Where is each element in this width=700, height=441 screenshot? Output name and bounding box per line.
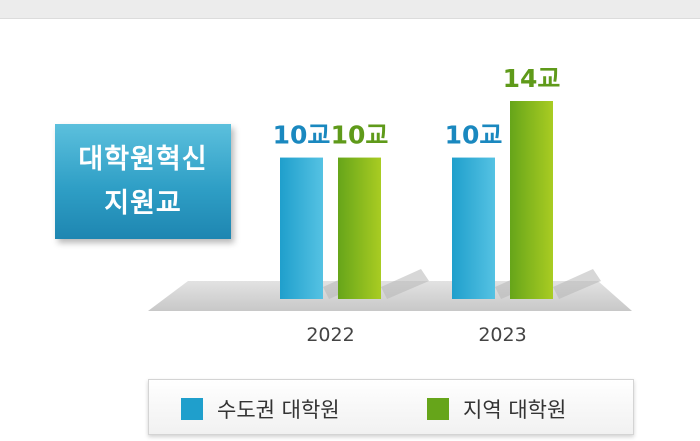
title-badge: 대학원혁신 지원교 <box>55 124 231 239</box>
data-label-2023-regional: 14교 <box>503 64 561 93</box>
x-tick-label-2023: 2023 <box>478 324 526 346</box>
bar-2023-capital <box>452 157 495 299</box>
legend-swatch-regional <box>427 398 449 420</box>
badge-line-1: 대학원혁신 <box>78 143 208 175</box>
data-label-2022-regional: 10교 <box>331 121 389 150</box>
legend-label-regional: 지역 대학원 <box>463 398 567 422</box>
legend-item-regional: 지역 대학원 <box>427 394 566 424</box>
bar-shadow-1-1 <box>553 269 601 299</box>
bar-2022-capital <box>280 157 323 299</box>
x-tick-label-2022: 2022 <box>306 324 354 346</box>
legend: 수도권 대학원 지역 대학원 <box>148 379 634 435</box>
bar-2022-regional <box>338 157 381 299</box>
chart-frame: 10교 10교 2022 10교 14교 2023 대학원혁신 지원교 수도권 대학원 지… <box>0 18 700 441</box>
legend-swatch-capital <box>181 398 203 420</box>
bar-2023-regional <box>510 101 553 299</box>
bar-shadow-0-1 <box>381 269 429 299</box>
data-label-2022-capital: 10교 <box>273 121 331 150</box>
data-label-2023-capital: 10교 <box>445 121 503 150</box>
legend-item-capital: 수도권 대학원 <box>181 394 340 424</box>
badge-line-2: 지원교 <box>104 187 182 219</box>
legend-label-capital: 수도권 대학원 <box>217 398 340 422</box>
